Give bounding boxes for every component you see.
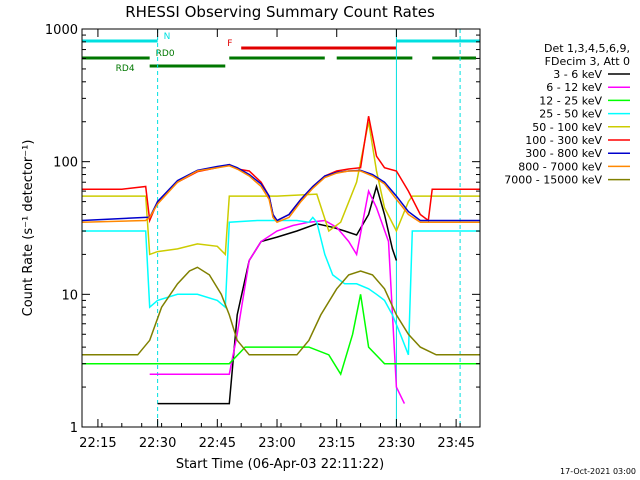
flag-label: RD0 — [156, 49, 175, 59]
series-lines — [81, 116, 480, 405]
legend-label: 100 - 300 keV — [525, 134, 602, 147]
flag-label: RD4 — [116, 64, 135, 74]
x-tick-label: 23:30 — [378, 436, 415, 451]
series-line — [82, 121, 480, 257]
series-line — [82, 116, 480, 224]
x-tick-label: 23:15 — [318, 436, 355, 451]
x-tick-label: 22:30 — [139, 436, 176, 451]
legend-label: 7000 - 15000 keV — [504, 174, 602, 187]
y-axis-ticks: 1 10 100 1000 — [45, 23, 480, 436]
y-tick-label: 1000 — [45, 23, 78, 38]
legend-header: Det 1,3,4,5,6,9, — [544, 42, 630, 55]
legend-label: 25 - 50 keV — [539, 108, 602, 121]
series-line — [81, 163, 480, 222]
footer-date: 17-Oct-2021 03:00 — [560, 467, 636, 476]
legend-label: 300 - 800 keV — [525, 147, 602, 160]
y-axis-label: Count Rate (s⁻¹ detector⁻¹) — [21, 140, 36, 317]
legend-header: FDecim 3, Att 0 — [545, 55, 630, 68]
chart-title: RHESSI Observing Summary Count Rates — [125, 3, 435, 21]
series-line — [82, 294, 480, 377]
legend: Det 1,3,4,5,6,9,FDecim 3, Att 03 - 6 keV… — [504, 42, 630, 187]
flag-label: N — [164, 32, 171, 42]
series-line — [82, 266, 480, 356]
legend-label: 50 - 100 keV — [532, 121, 602, 134]
legend-label: 12 - 25 keV — [539, 94, 602, 107]
x-axis-label: Start Time (06-Apr-03 22:11:22) — [176, 457, 384, 472]
plot-frame — [81, 28, 481, 428]
y-tick-label: 1 — [70, 421, 78, 436]
x-tick-label: 22:45 — [199, 436, 236, 451]
instrument-flags: N F RD0 RD4 — [81, 29, 480, 427]
legend-label: 6 - 12 keV — [546, 81, 602, 94]
x-tick-label: 22:15 — [79, 436, 116, 451]
x-axis-ticks: 22:15 22:30 22:45 23:00 23:15 23:30 23:45 — [79, 29, 481, 451]
flag-label: F — [227, 39, 232, 49]
legend-label: 3 - 6 keV — [553, 68, 602, 81]
x-tick-label: 23:45 — [437, 436, 474, 451]
series-line — [82, 216, 480, 356]
x-tick-label: 23:00 — [258, 436, 295, 451]
y-tick-label: 10 — [61, 288, 78, 303]
legend-label: 800 - 7000 keV — [518, 160, 602, 173]
y-tick-label: 100 — [53, 156, 78, 171]
series-line — [81, 165, 480, 224]
